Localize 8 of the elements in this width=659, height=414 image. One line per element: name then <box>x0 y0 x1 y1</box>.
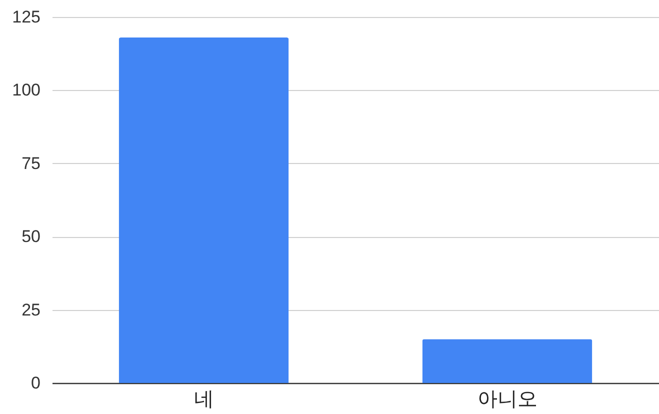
y-tick-label: 25 <box>22 300 40 320</box>
y-tick-label: 50 <box>22 227 40 246</box>
x-tick-label: 아니오 <box>477 386 538 410</box>
y-tick-label: 0 <box>31 374 40 392</box>
y-tick-label: 125 <box>12 8 40 26</box>
y-tick-label: 100 <box>12 80 40 100</box>
y-tick-label: 75 <box>22 154 40 173</box>
x-tick-label: 네 <box>194 386 214 410</box>
